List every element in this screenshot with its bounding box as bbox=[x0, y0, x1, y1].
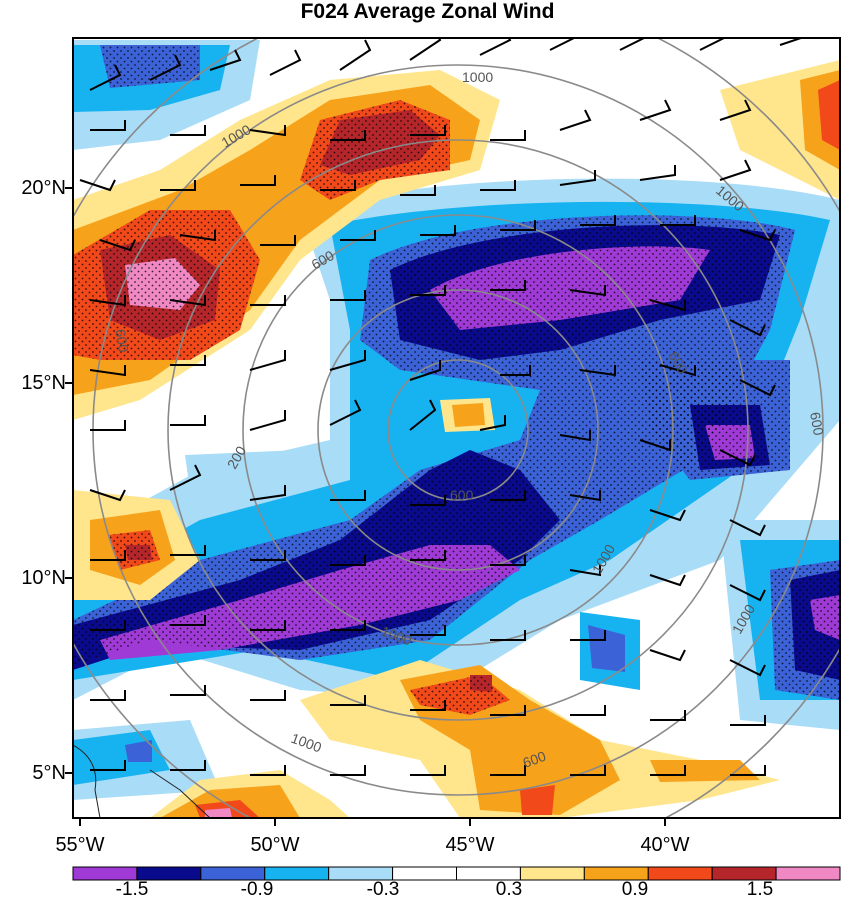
lon-label-55w: 55°W bbox=[55, 834, 105, 856]
colorbar-label: -0.9 bbox=[240, 879, 274, 900]
contour-label: 600 bbox=[807, 411, 827, 437]
colorbar-swatch bbox=[519, 866, 585, 881]
colorbar-label: 1.5 bbox=[746, 879, 774, 900]
contour-label: 600 bbox=[450, 487, 474, 503]
colorbar-swatch bbox=[647, 866, 713, 881]
coastline bbox=[73, 744, 211, 818]
contour-label: 1000 bbox=[462, 69, 493, 85]
lon-label-40w: 40°W bbox=[640, 834, 690, 856]
lon-label-50w: 50°W bbox=[250, 834, 300, 856]
lat-label-10n: 10°N bbox=[21, 567, 66, 589]
colorbar bbox=[72, 866, 841, 881]
lon-label-45w: 45°W bbox=[445, 834, 495, 856]
contour-label: 600 bbox=[112, 328, 132, 354]
axis-ticks bbox=[65, 187, 666, 826]
colorbar-label: -0.3 bbox=[366, 879, 400, 900]
colorbar-label: 0.9 bbox=[621, 879, 649, 900]
contour-label: 600 bbox=[521, 748, 549, 771]
wind-barbs bbox=[79, 38, 805, 776]
map-title: F024 Average Zonal Wind bbox=[300, 0, 555, 23]
lat-label-15n: 15°N bbox=[21, 372, 66, 394]
colorbar-label: -1.5 bbox=[115, 879, 149, 900]
colorbar-swatch bbox=[264, 866, 330, 881]
lat-label-5n: 5°N bbox=[32, 762, 66, 784]
lat-label-20n: 20°N bbox=[21, 177, 66, 199]
map-frame bbox=[72, 37, 841, 819]
colorbar-label: 0.3 bbox=[495, 879, 523, 900]
colorbar-swatch bbox=[775, 866, 841, 881]
colorbar-swatch bbox=[392, 866, 458, 881]
